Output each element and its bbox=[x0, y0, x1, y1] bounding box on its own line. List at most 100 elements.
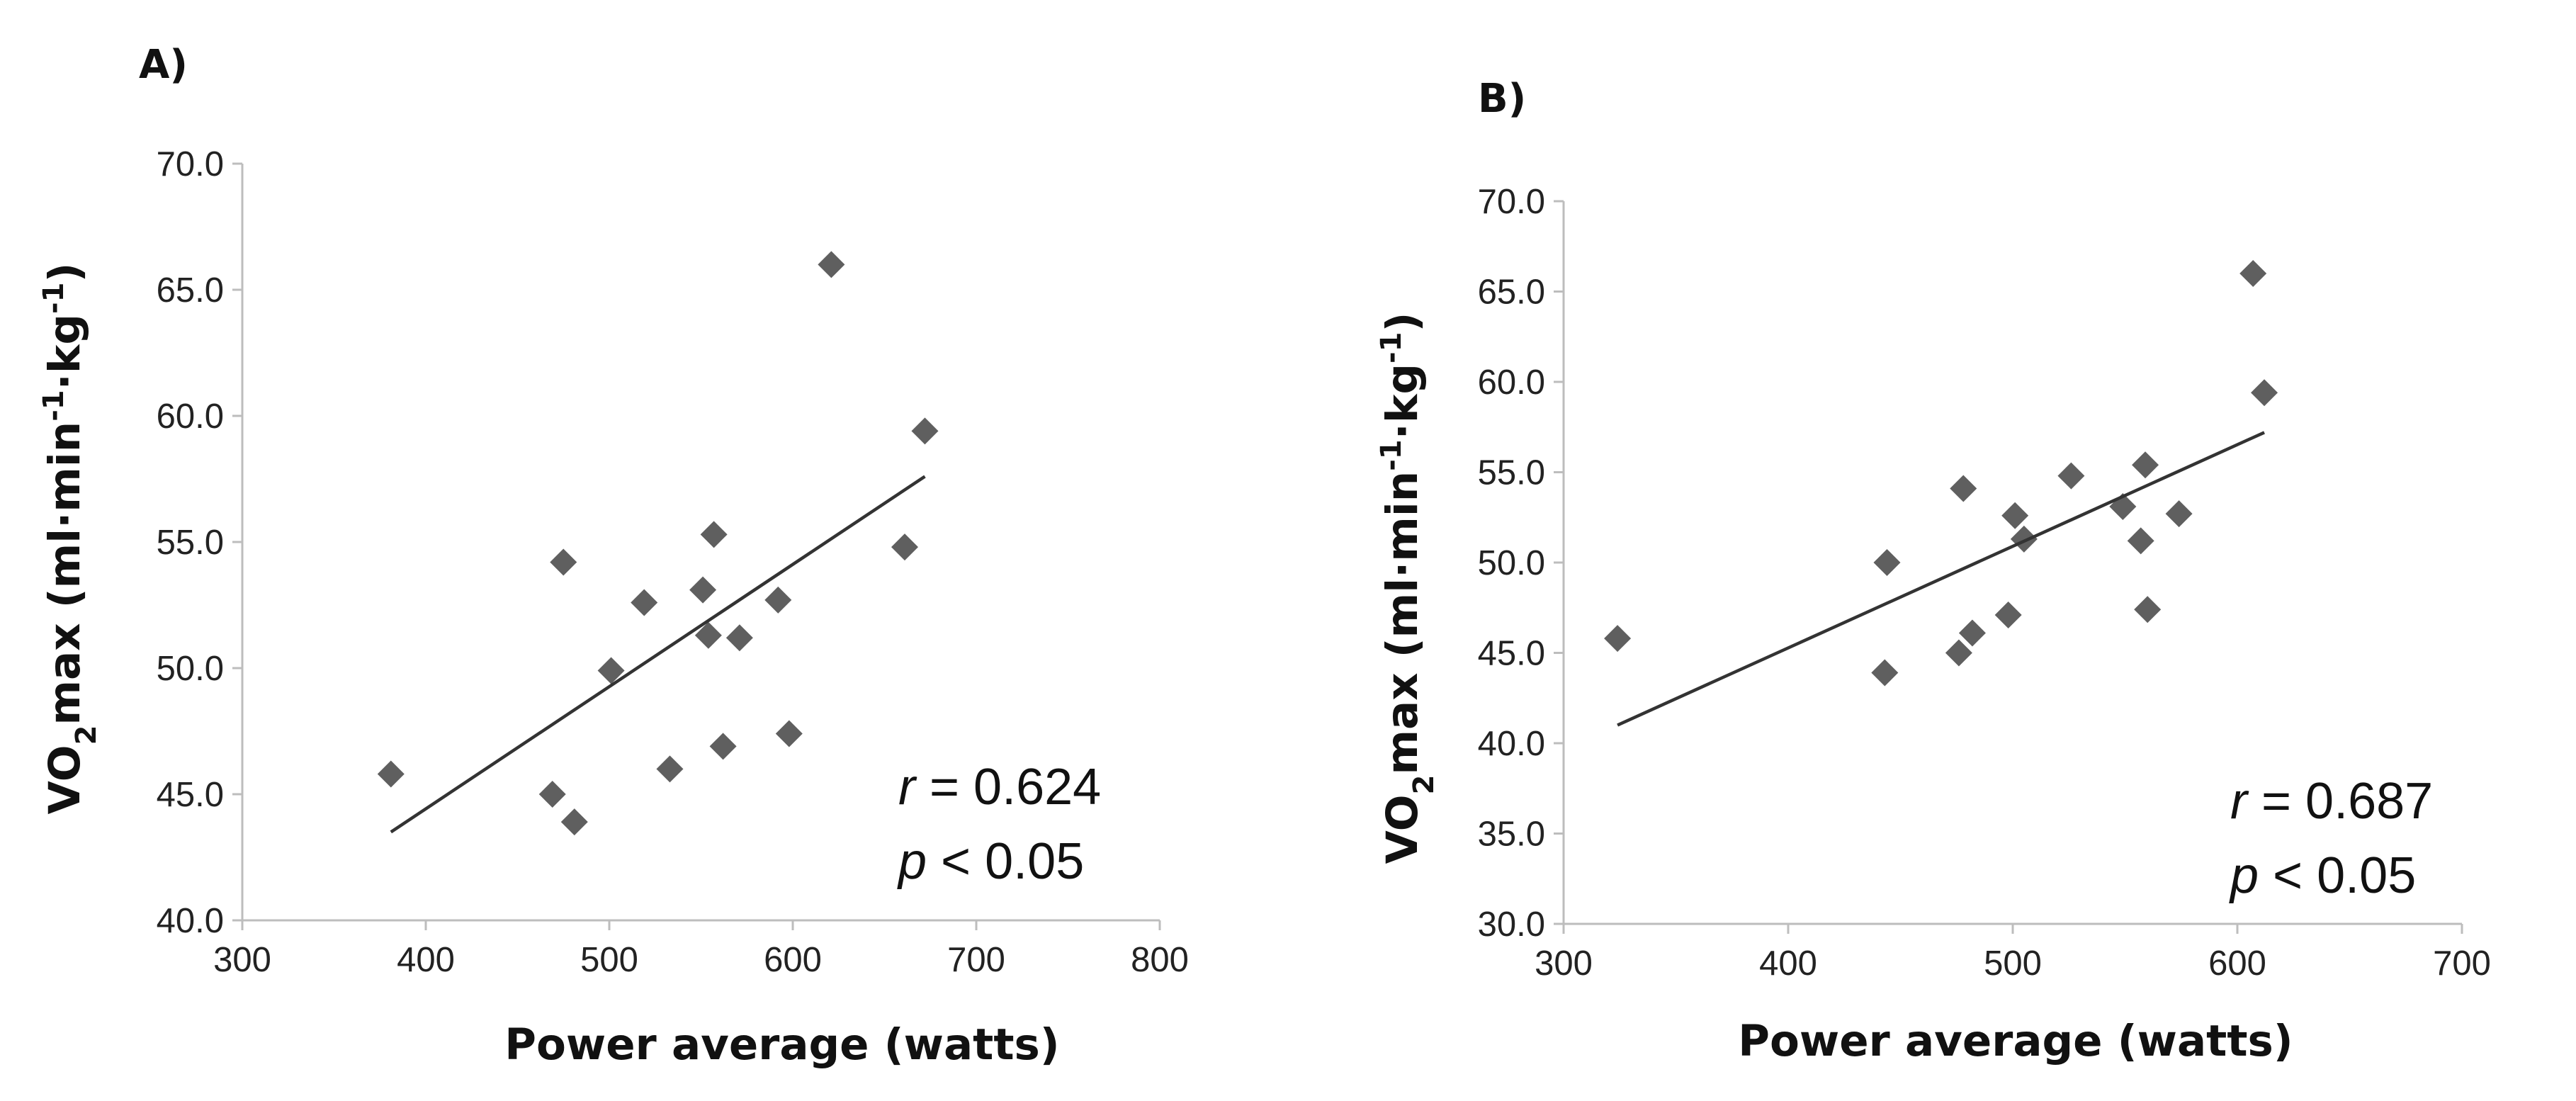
chart-a-p-annotation: p < 0.05 bbox=[897, 833, 1084, 890]
chart-b-data-point bbox=[2239, 260, 2267, 287]
chart-b-r-annotation: r = 0.687 bbox=[2230, 773, 2433, 830]
chart-b-y-tick-label: 70.0 bbox=[1478, 183, 1545, 221]
chart-b-y-axis-title: VO2max (ml·min-1·kg-1) bbox=[1375, 312, 1440, 864]
chart-b-x-tick-label: 300 bbox=[1535, 944, 1593, 983]
chart-b-trendline bbox=[1617, 431, 2265, 727]
chart-a-data-point bbox=[775, 720, 803, 747]
chart-a-x-tick-label: 600 bbox=[764, 941, 822, 979]
chart-a-data-point bbox=[764, 586, 792, 614]
chart-a-y-tick-label: 60.0 bbox=[157, 397, 224, 436]
chart-b-x-tick-label: 500 bbox=[1984, 944, 2042, 983]
chart-b-y-ticks: 30.0 35.0 40.0 45.0 50.0 55.0 60.0 65.0 70.0 bbox=[1478, 183, 1564, 944]
chart-a-data-point bbox=[725, 624, 753, 652]
chart-b-x-ticks: 300 400 500 600 700 bbox=[1535, 924, 2491, 983]
chart-a-y-tick-label: 40.0 bbox=[157, 902, 224, 940]
chart-a-x-ticks: 300 400 500 600 700 800 bbox=[213, 920, 1189, 979]
chart-b-data-point bbox=[1958, 619, 1986, 647]
chart-a-ylabel-end: ) bbox=[40, 263, 90, 283]
chart-a-data-point bbox=[597, 657, 625, 684]
chart-b-data-point bbox=[1871, 659, 1899, 687]
chart-b-p-symbol: p bbox=[2229, 847, 2259, 904]
chart-a-ylabel-base: VO bbox=[40, 745, 90, 814]
chart-b-data-point bbox=[1604, 625, 1632, 653]
chart-a-ylabel-mid: ·kg bbox=[40, 314, 90, 390]
chart-b-data-point bbox=[1950, 475, 1977, 502]
chart-a-data-point bbox=[631, 589, 658, 616]
chart-b-y-tick-label: 45.0 bbox=[1478, 635, 1545, 673]
chart-a-y-tick-label: 50.0 bbox=[157, 650, 224, 688]
chart-a-y-ticks: 40.0 45.0 50.0 55.0 60.0 65.0 70.0 bbox=[157, 145, 242, 940]
chart-b-data-point bbox=[2134, 596, 2162, 623]
chart-b-y-tick-label: 65.0 bbox=[1478, 273, 1545, 312]
chart-b-y-tick-label: 30.0 bbox=[1478, 905, 1545, 944]
chart-a-ylabel-sub: 2 bbox=[70, 725, 103, 745]
chart-b-data-point bbox=[1945, 639, 1972, 667]
chart-a-x-axis-title: Power average (watts) bbox=[504, 1020, 1059, 1070]
chart-b-ylabel-sub: 2 bbox=[1408, 775, 1440, 795]
chart-a-data-point bbox=[377, 760, 405, 788]
chart-b-ylabel-end: ) bbox=[1377, 312, 1428, 332]
chart-b-x-tick-label: 700 bbox=[2433, 944, 2491, 983]
chart-b-p-annotation: p < 0.05 bbox=[2229, 847, 2416, 904]
chart-a-y-tick-label: 70.0 bbox=[157, 145, 224, 184]
chart-b-data-point bbox=[2251, 379, 2278, 407]
chart-a-y-tick-label: 45.0 bbox=[157, 776, 224, 814]
chart-a-p-symbol: p bbox=[897, 833, 927, 890]
chart-a-data-point bbox=[550, 548, 577, 576]
chart-b-r-symbol: r bbox=[2230, 773, 2249, 830]
chart-b-data-point bbox=[2132, 451, 2159, 479]
chart-b-data-point bbox=[1873, 549, 1901, 576]
chart-b-x-tick-label: 400 bbox=[1759, 944, 1817, 983]
chart-a-data-point bbox=[700, 521, 728, 548]
chart-a-r-symbol: r bbox=[898, 759, 917, 815]
chart-a-data-point bbox=[911, 417, 939, 445]
chart-a-r-value: = 0.624 bbox=[915, 759, 1101, 815]
chart-b-y-tick-label: 55.0 bbox=[1478, 454, 1545, 492]
chart-a-p-value: < 0.05 bbox=[927, 833, 1084, 890]
chart-a-r-annotation: r = 0.624 bbox=[898, 759, 1101, 815]
chart-a-trendline bbox=[390, 475, 926, 834]
chart-b-markers bbox=[1604, 260, 2278, 687]
chart-a-data-point bbox=[689, 576, 717, 604]
chart-a-y-tick-label: 65.0 bbox=[157, 271, 224, 310]
chart-b-data-point bbox=[1994, 601, 2022, 628]
chart-a-data-point bbox=[709, 733, 737, 760]
chart-b-data-point bbox=[2057, 462, 2085, 490]
chart-a-x-tick-label: 500 bbox=[580, 941, 638, 979]
chart-a-x-tick-label: 400 bbox=[397, 941, 455, 979]
chart-b-data-point bbox=[2165, 500, 2193, 528]
chart-b-y-tick-label: 50.0 bbox=[1478, 544, 1545, 582]
chart-b-data-point bbox=[2127, 527, 2154, 555]
chart-a-x-tick-label: 300 bbox=[213, 941, 271, 979]
chart-a-ylabel-sup2: -1 bbox=[38, 283, 70, 314]
chart-a-data-point bbox=[560, 808, 588, 836]
chart-b-ylabel-base: VO bbox=[1377, 794, 1428, 864]
chart-b: B) 30.035.040.045.050.055.060.065.070.0 … bbox=[1375, 76, 2491, 1066]
chart-b-x-tick-label: 600 bbox=[2208, 944, 2266, 983]
chart-a-data-point bbox=[818, 251, 845, 278]
chart-b-y-tick-label: 60.0 bbox=[1478, 363, 1545, 402]
chart-b-p-value: < 0.05 bbox=[2259, 847, 2416, 904]
chart-a-data-point bbox=[538, 781, 566, 808]
chart-b-y-tick-label: 40.0 bbox=[1478, 725, 1545, 763]
chart-a-markers bbox=[377, 251, 939, 836]
chart-a-data-point bbox=[656, 755, 684, 783]
chart-b-ylabel-mid: ·kg bbox=[1377, 363, 1428, 439]
chart-a-x-tick-label: 700 bbox=[947, 941, 1005, 979]
panel-a-label: A) bbox=[139, 42, 188, 88]
chart-b-ylabel-sup1: -1 bbox=[1375, 439, 1408, 470]
chart-a-y-axis-title: VO2max (ml·min-1·kg-1) bbox=[38, 263, 103, 815]
panel-b-label: B) bbox=[1478, 76, 1526, 122]
chart-a-x-tick-label: 800 bbox=[1131, 941, 1189, 979]
chart-a-ylabel-sup1: -1 bbox=[38, 390, 70, 421]
chart-b-ylabel-rest: max (ml·min bbox=[1377, 471, 1428, 775]
chart-a-data-point bbox=[694, 621, 722, 649]
chart-a-y-tick-label: 55.0 bbox=[157, 524, 224, 562]
chart-b-y-tick-label: 35.0 bbox=[1478, 815, 1545, 854]
chart-b-data-point bbox=[2001, 502, 2029, 529]
chart-b-x-axis-title: Power average (watts) bbox=[1738, 1016, 2293, 1066]
chart-a: A) 40.0 45.0 50.0 55.0 60.0 65.0 70.0 300 400 50… bbox=[38, 42, 1189, 1070]
chart-b-r-value: = 0.687 bbox=[2247, 773, 2433, 830]
chart-b-ylabel-sup2: -1 bbox=[1375, 332, 1408, 363]
